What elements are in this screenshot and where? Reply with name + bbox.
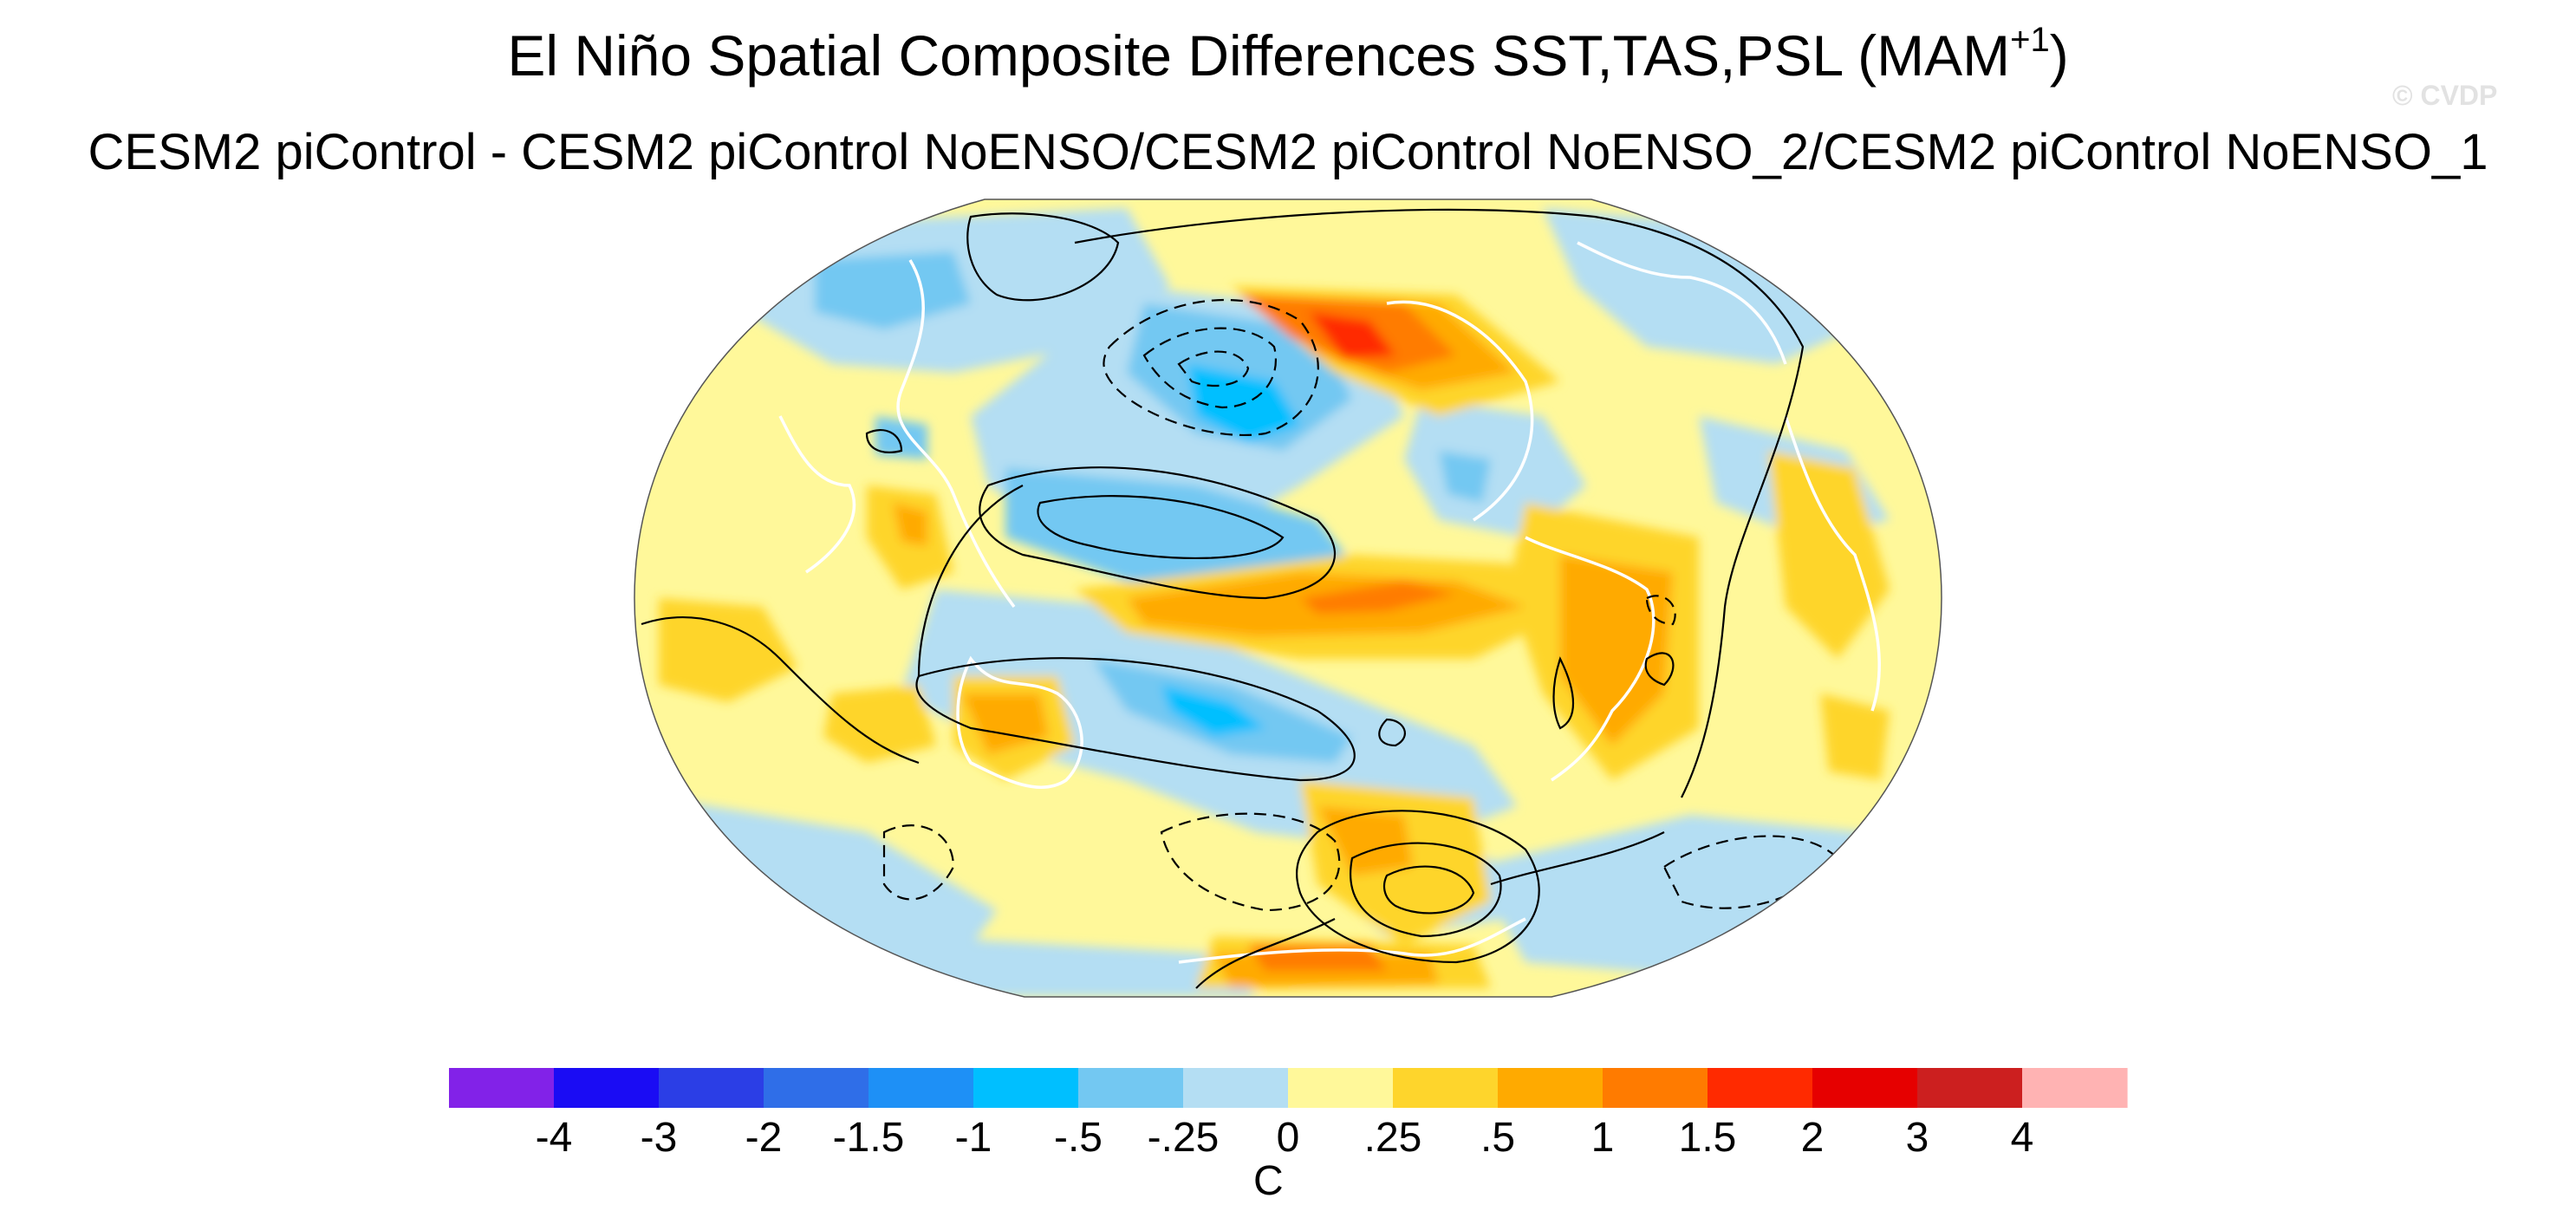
colorbar-box	[973, 1068, 1079, 1108]
colorbar-tick-label: 1	[1591, 1115, 1615, 1161]
colorbar-box	[1393, 1068, 1499, 1108]
colorbar-box	[868, 1068, 974, 1108]
colorbar-tick-label: -4	[536, 1115, 573, 1161]
colorbar-tick-label: -2	[745, 1115, 783, 1161]
colorbar-tick-label: .5	[1480, 1115, 1515, 1161]
cvdp-watermark: © CVDP	[2392, 80, 2498, 111]
title-superscript: +1	[2010, 21, 2050, 59]
figure-subtitle: CESM2 piControl - CESM2 piControl NoENSO…	[88, 124, 2488, 180]
colorbar-tick-label: 4	[2011, 1115, 2034, 1161]
anomaly-fill-layer	[634, 199, 1942, 997]
colorbar-tick-label: -.25	[1148, 1115, 1220, 1161]
psl-contours	[641, 208, 1805, 989]
colorbar-box	[2022, 1068, 2128, 1108]
colorbar-box	[554, 1068, 660, 1108]
colorbar-tick-label: 3	[1906, 1115, 1929, 1161]
colorbar-tick-label: 2	[1801, 1115, 1825, 1161]
colorbar-box	[1183, 1068, 1289, 1108]
colorbar-tick-label: -1	[955, 1115, 992, 1161]
colorbar-tick-labels: -4 -3 -2 -1.5 -1 -.5 -.25 0 .25 .5 1 1.5 2 3 4	[536, 1115, 2034, 1161]
figure-title: El Niño Spatial Composite Differences SS…	[507, 21, 2069, 88]
colorbar-tick-label: 1.5	[1679, 1115, 1737, 1161]
globe-outline	[634, 199, 1942, 998]
colorbar-box	[764, 1068, 869, 1108]
colorbar-tick-label: -.5	[1054, 1115, 1103, 1161]
colorbar-box	[1603, 1068, 1708, 1108]
colorbar-tick-label: .25	[1364, 1115, 1422, 1161]
colorbar-tick-label: -1.5	[833, 1115, 905, 1161]
colorbar-tick-label: -3	[641, 1115, 678, 1161]
colorbar-box	[1078, 1068, 1184, 1108]
colorbar-box	[1288, 1068, 1394, 1108]
colorbar-box	[1498, 1068, 1603, 1108]
psl-negative-contours	[882, 298, 1839, 912]
colorbar-box	[1812, 1068, 1918, 1108]
colorbar-box	[659, 1068, 764, 1108]
colorbar-box	[1917, 1068, 2023, 1108]
coastlines	[778, 241, 1882, 964]
colorbar-box	[1708, 1068, 1813, 1108]
colorbar-boxes	[449, 1068, 2128, 1108]
colorbar-units-label: C	[1253, 1158, 1284, 1204]
colorbar-box	[449, 1068, 555, 1108]
colorbar-tick-label: 0	[1277, 1115, 1300, 1161]
